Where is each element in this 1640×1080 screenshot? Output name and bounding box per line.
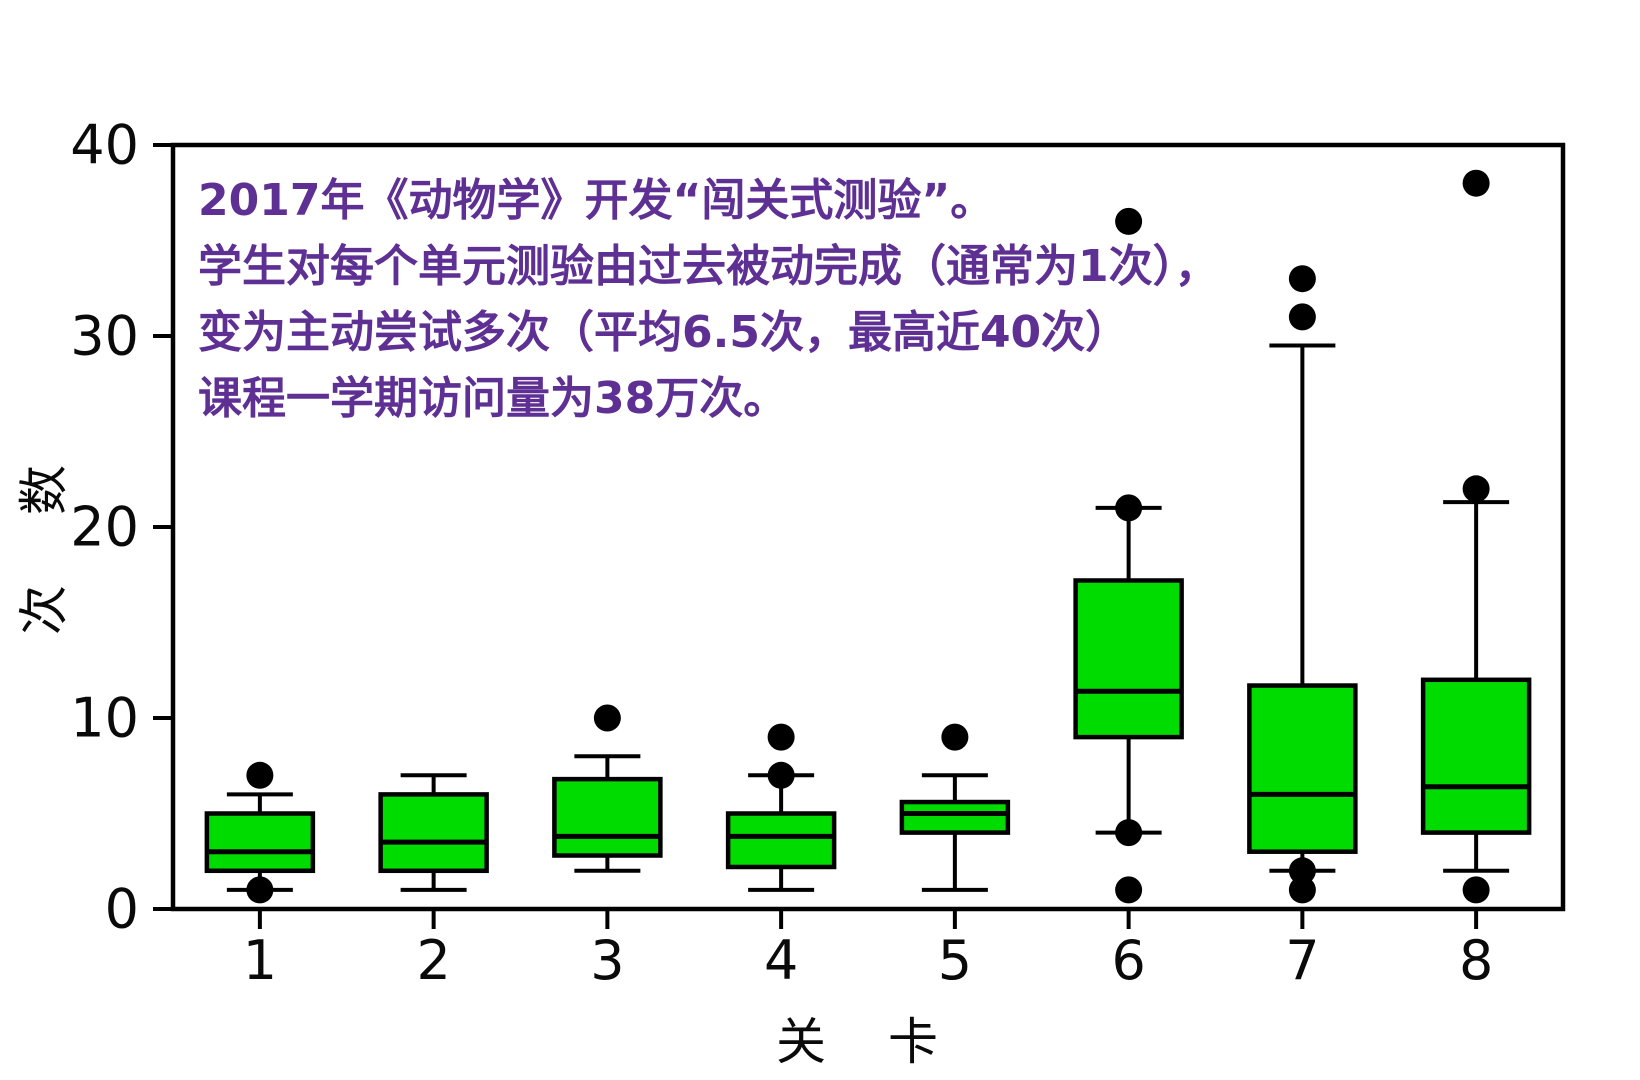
x-axis-title: 关 卡 [776, 1013, 944, 1071]
box-group-7 [1247, 265, 1358, 904]
x-tick-label: 1 [243, 929, 277, 992]
iqr-box [725, 811, 837, 870]
iqr-box [378, 792, 489, 874]
outlier-dot [1115, 494, 1143, 522]
outlier-dot [1115, 207, 1143, 235]
box-group-5 [899, 723, 1011, 892]
annotation-line-2: 学生对每个单元测验由过去被动完成（通常为1次）， [198, 241, 1219, 292]
outlier-dot [1462, 876, 1490, 904]
outlier-dot [1288, 876, 1316, 904]
y-tick-label: 10 [70, 687, 139, 750]
outlier-dot [1288, 265, 1316, 293]
x-tick-label: 5 [938, 929, 972, 992]
annotation-line-4: 课程一学期访问量为38万次。 [198, 373, 788, 424]
box-group-6 [1073, 207, 1184, 904]
x-tick-label: 7 [1285, 929, 1319, 992]
outlier-dot [941, 723, 969, 751]
annotation-line-3: 变为主动尝试多次（平均6.5次，最高近40次） [198, 307, 1130, 358]
iqr-box [1073, 578, 1184, 740]
outlier-dot [767, 761, 795, 789]
outlier-dot [1462, 475, 1490, 503]
x-tick-label: 6 [1111, 929, 1145, 992]
box-group-2 [378, 773, 489, 892]
x-tick-label: 4 [764, 929, 798, 992]
y-tick-label: 20 [70, 496, 139, 559]
outlier-dot [1115, 876, 1143, 904]
y-tick-label: 0 [105, 878, 139, 941]
box-group-4 [725, 723, 837, 892]
x-tick-label: 8 [1459, 929, 1493, 992]
iqr-box [899, 799, 1011, 835]
y-axis-title: 次 数 [15, 455, 73, 635]
iqr-box [204, 811, 316, 874]
x-tick-label: 2 [416, 929, 450, 992]
outlier-dot [593, 704, 621, 732]
iqr-box [1420, 677, 1532, 835]
outlier-dot [1288, 303, 1316, 331]
y-tick-label: 30 [70, 305, 139, 368]
outlier-dot [1288, 857, 1316, 885]
annotation-block: 2017年《动物学》开发“闯关式测验”。 学生对每个单元测验由过去被动完成（通常… [198, 168, 1219, 432]
outlier-dot [767, 723, 795, 751]
outlier-dot [246, 761, 274, 789]
y-tick-label: 40 [70, 114, 139, 177]
box-group-1 [204, 761, 316, 904]
iqr-box [552, 776, 663, 858]
iqr-box [1247, 683, 1358, 854]
x-tick-label: 3 [590, 929, 624, 992]
annotation-line-1: 2017年《动物学》开发“闯关式测验”。 [198, 175, 995, 226]
outlier-dot [1115, 819, 1143, 847]
outlier-dot [246, 876, 274, 904]
outlier-dot [1462, 169, 1490, 197]
box-group-3 [552, 704, 663, 873]
box-group-8 [1420, 169, 1532, 904]
